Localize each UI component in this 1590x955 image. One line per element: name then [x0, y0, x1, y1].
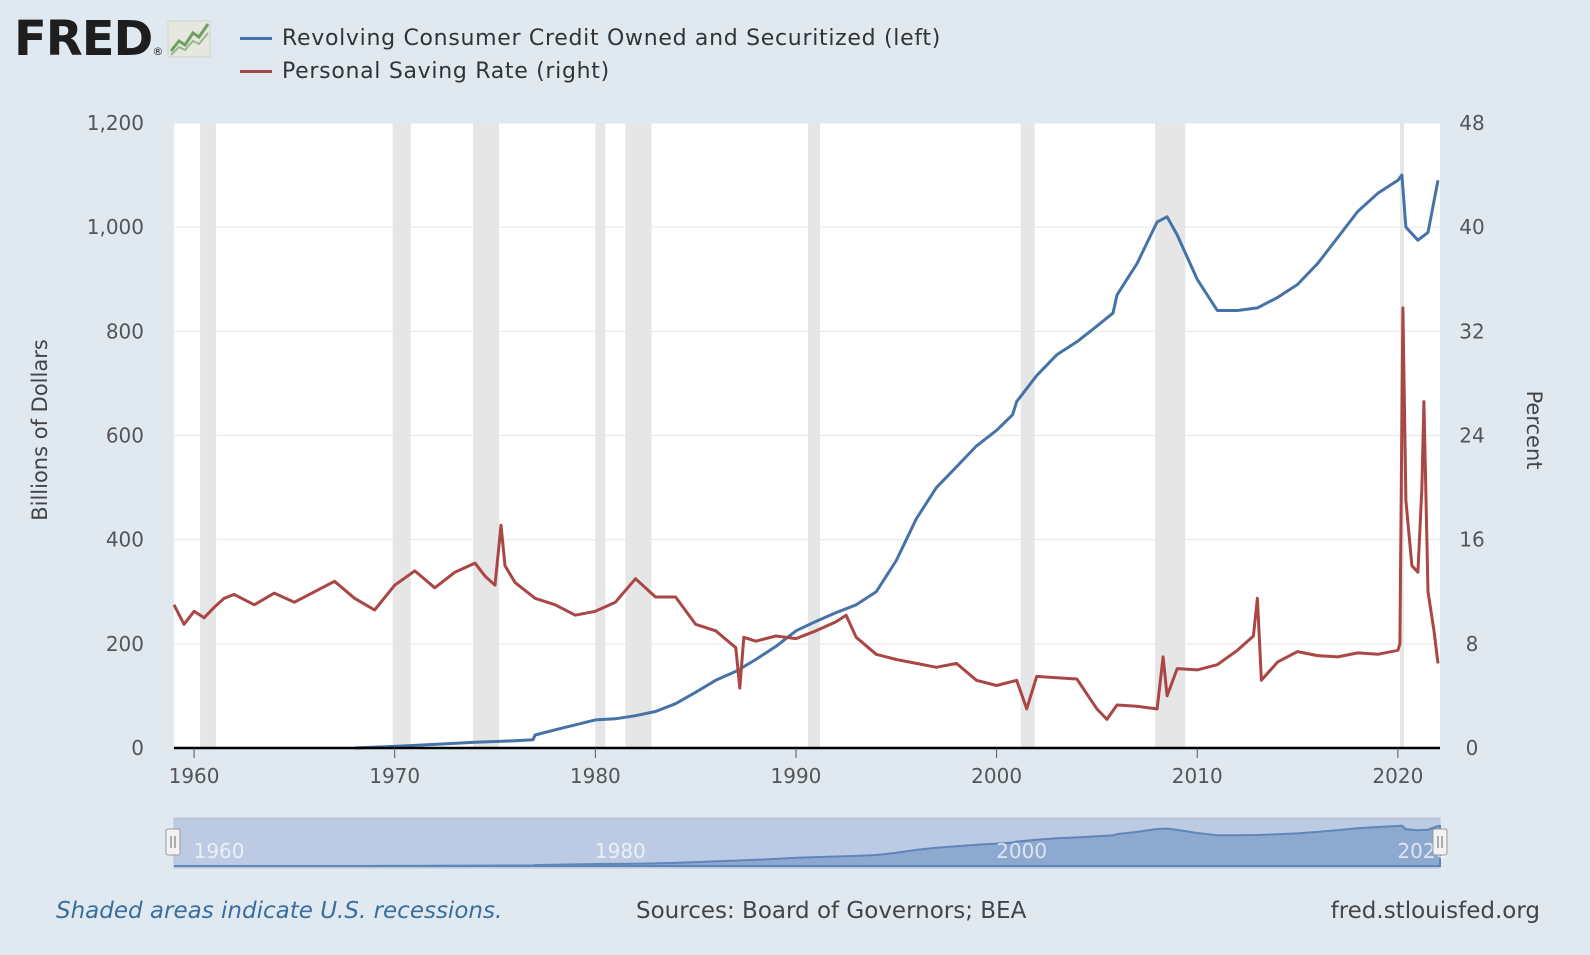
fred-logo[interactable]: FRED ®	[14, 10, 211, 68]
legend-swatch-saving-rate	[240, 70, 272, 73]
range-navigator[interactable]: 1960 1980 2000 2020	[165, 817, 1449, 869]
y-tick-label-left: 800	[106, 319, 144, 343]
navigator-series-area	[174, 824, 1441, 867]
y-tick-label-right: 16	[1459, 528, 1484, 552]
navigator-tick-label: 1960	[194, 839, 245, 863]
legend-swatch-revolving-credit	[240, 37, 272, 40]
y-tick-label-left: 0	[131, 736, 144, 760]
series-lines	[172, 173, 1440, 750]
series-line-saving-rate[interactable]	[172, 306, 1440, 721]
x-axis-ticks: 1960 1970 1980 1990 2000 2010 2020	[169, 748, 1423, 788]
x-tick-label: 2020	[1372, 764, 1423, 788]
y-tick-label-right: 32	[1459, 319, 1484, 343]
navigator-tick-label: 1980	[595, 839, 646, 863]
legend-label-revolving-credit: Revolving Consumer Credit Owned and Secu…	[282, 26, 941, 51]
navigator-left-handle[interactable]	[165, 828, 181, 856]
recession-note[interactable]: Shaded areas indicate U.S. recessions.	[56, 898, 503, 924]
navigator-tick-label: 2000	[996, 839, 1047, 863]
legend-label-saving-rate: Personal Saving Rate (right)	[282, 59, 610, 84]
legend-item-saving-rate[interactable]: Personal Saving Rate (right)	[240, 55, 941, 88]
logo-text: FRED	[14, 11, 153, 67]
y-axis-left-ticks: 0 200 400 600 800 1,000 1,200	[87, 111, 144, 760]
site-url[interactable]: fred.stlouisfed.org	[1330, 898, 1540, 924]
y-tick-label-left: 400	[106, 528, 144, 552]
chart-legend: Revolving Consumer Credit Owned and Secu…	[240, 22, 941, 88]
y-tick-label-right: 48	[1459, 111, 1484, 135]
x-tick-label: 1960	[169, 764, 220, 788]
y-tick-label-right: 40	[1459, 215, 1484, 239]
y-tick-label-right: 0	[1466, 736, 1479, 760]
fred-chart-icon	[167, 20, 211, 58]
sources-text: Sources: Board of Governors; BEA	[636, 898, 1027, 924]
y-tick-label-left: 1,200	[87, 111, 144, 135]
y-axis-right-ticks: 0 8 16 24 32 40 48	[1459, 111, 1484, 760]
x-tick-label: 1990	[771, 764, 822, 788]
x-tick-label: 2010	[1172, 764, 1223, 788]
x-tick-label: 1970	[369, 764, 420, 788]
y-tick-label-left: 200	[106, 632, 144, 656]
x-tick-label: 2000	[971, 764, 1022, 788]
x-tick-label: 1980	[570, 764, 621, 788]
y-tick-label-left: 1,000	[87, 215, 144, 239]
navigator-right-handle[interactable]	[1432, 828, 1448, 856]
y-tick-label-right: 24	[1459, 424, 1484, 448]
navigator-ticks: 1960 1980 2000 2020	[194, 839, 1449, 863]
gridlines	[174, 122, 1440, 645]
y-tick-label-left: 600	[106, 424, 144, 448]
y-tick-label-right: 8	[1466, 632, 1479, 656]
series-line-revolving-credit[interactable]	[354, 173, 1440, 750]
logo-registered-mark: ®	[152, 45, 164, 58]
legend-item-revolving-credit[interactable]: Revolving Consumer Credit Owned and Secu…	[240, 22, 941, 55]
